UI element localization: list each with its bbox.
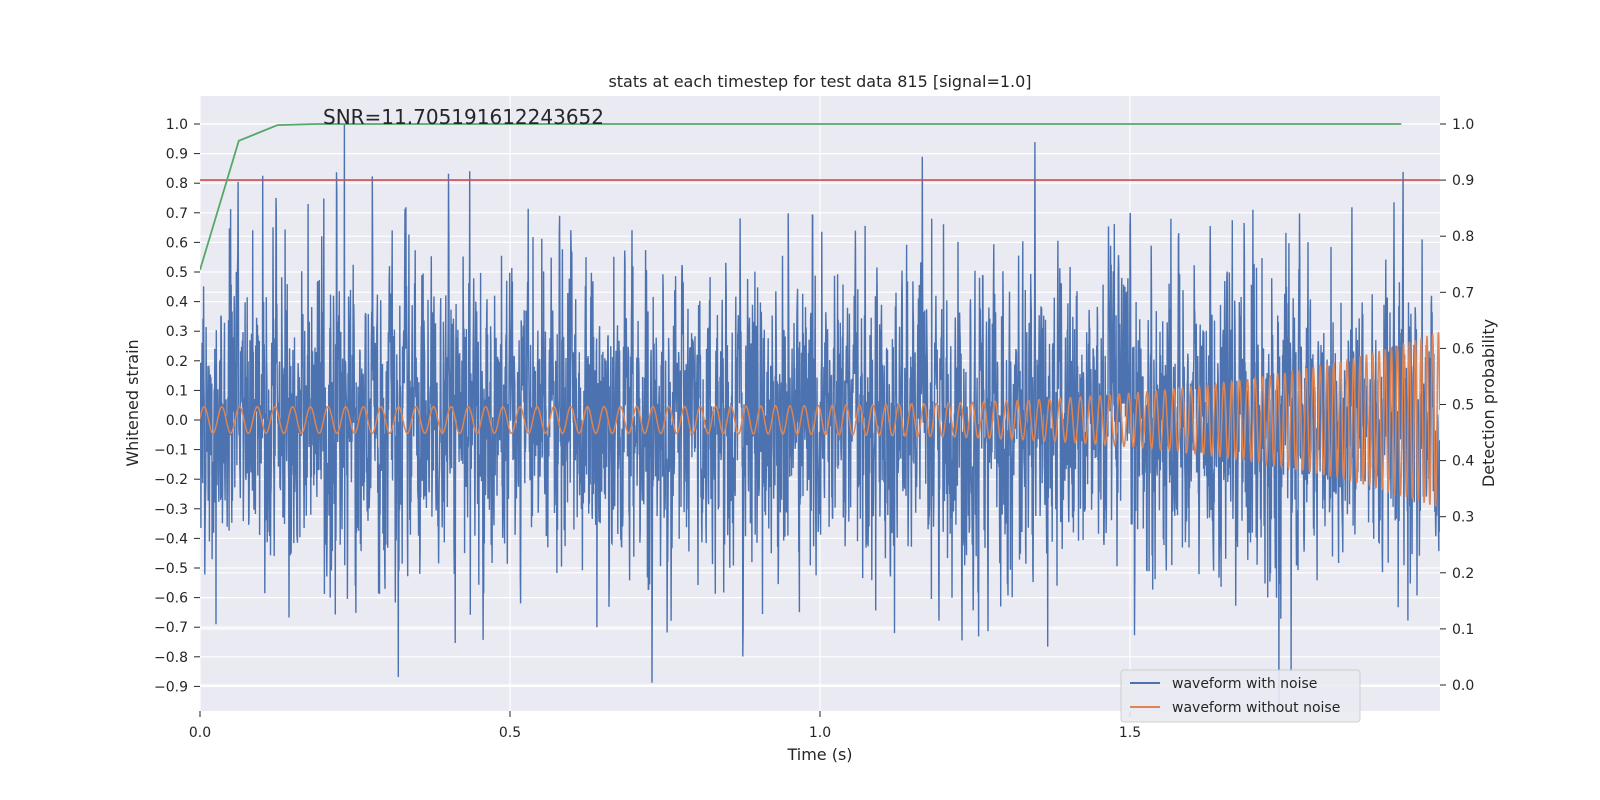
y-tick-label: 0.3	[166, 324, 188, 340]
y2-tick-label: 0.6	[1452, 341, 1474, 357]
y-tick-label: 1.0	[166, 117, 188, 133]
legend-box	[1120, 669, 1361, 723]
y2-tick-label: 0.5	[1452, 398, 1474, 414]
y-tick-label: −0.5	[154, 561, 188, 577]
y2-tick-label: 0.7	[1452, 285, 1474, 301]
y-tick-label: −0.3	[154, 502, 188, 518]
y-tick-label: −0.9	[154, 679, 188, 695]
x-axis-label: Time (s)	[786, 745, 852, 764]
y2-tick-label: 0.4	[1452, 454, 1474, 470]
y2-tick-label: 0.9	[1452, 173, 1474, 189]
y2-tick-label: 0.3	[1452, 510, 1474, 526]
y-tick-label: 0.5	[166, 265, 188, 281]
legend-label-noisy: waveform with noise	[1172, 676, 1317, 692]
y-tick-label: −0.8	[154, 650, 188, 666]
x-tick-label: 1.0	[809, 725, 831, 741]
y-tick-label: −0.4	[154, 531, 188, 547]
y-tick-label: −0.1	[154, 443, 188, 459]
y-tick-label: 0.6	[166, 235, 188, 251]
snr-annotation: SNR=11.705191612243652	[323, 105, 604, 129]
y-tick-label: 0.0	[166, 413, 188, 429]
y-tick-label: 0.9	[166, 147, 188, 163]
y-tick-label: −0.2	[154, 472, 188, 488]
y-tick-label: 0.8	[166, 176, 188, 192]
y-tick-label: 0.4	[166, 295, 188, 311]
y-tick-label: 0.2	[166, 354, 188, 370]
y2-tick-label: 0.2	[1452, 566, 1474, 582]
x-tick-label: 1.5	[1119, 725, 1141, 741]
series-line-noisy	[200, 123, 1440, 711]
y-tick-label: −0.7	[154, 620, 188, 636]
x-axis-ticks: 0.0 0.5 1.0 1.5	[189, 711, 1141, 741]
y2-tick-label: 0.8	[1452, 229, 1474, 245]
y2-tick-label: 0.0	[1452, 678, 1474, 694]
y2-axis-ticks: 0.0 0.1 0.2 0.3 0.4 0.5 0.6 0.7 0.8 0.9 1.0	[1440, 117, 1474, 694]
x-tick-label: 0.5	[499, 725, 521, 741]
y-tick-label: 0.1	[166, 383, 188, 399]
y2-tick-label: 1.0	[1452, 117, 1474, 133]
y-axis-ticks: −0.9 −0.8 −0.7 −0.6 −0.5 −0.4 −0.3 −0.2 −0.1 0.0 0…	[154, 117, 200, 695]
y2-axis-label: Detection probability	[1479, 319, 1498, 487]
y-tick-label: −0.6	[154, 591, 188, 607]
y2-tick-label: 0.1	[1452, 622, 1474, 638]
series-line-probability	[200, 123, 1402, 271]
legend-label-clean: waveform without noise	[1172, 700, 1340, 716]
legend: waveform with noise waveform without noi…	[1120, 669, 1361, 723]
y-axis-label: Whitened strain	[123, 339, 142, 466]
y-tick-label: 0.7	[166, 206, 188, 222]
series-line-clean	[200, 332, 1440, 507]
x-tick-label: 0.0	[189, 725, 211, 741]
chart-title: stats at each timestep for test data 815…	[608, 72, 1031, 91]
series-layer	[200, 123, 1440, 711]
